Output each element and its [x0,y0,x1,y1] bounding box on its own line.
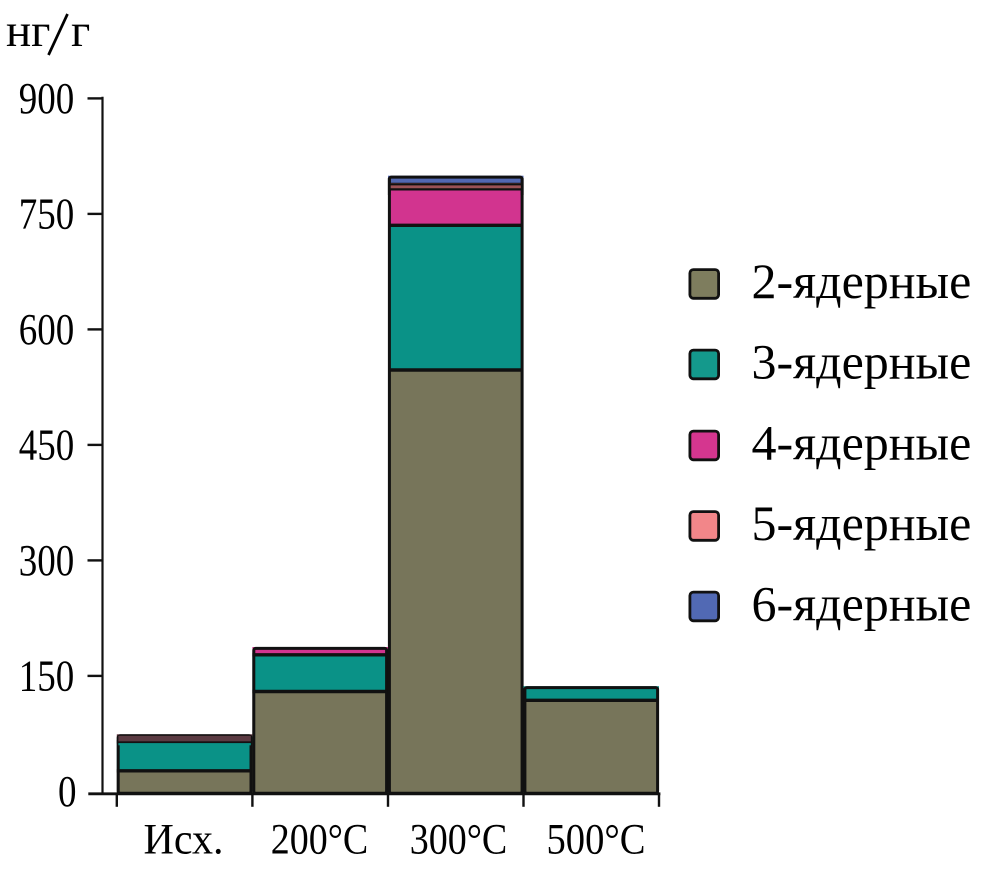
svg-text:900: 900 [19,74,75,123]
svg-text:4-ядерные: 4-ядерные [752,415,972,471]
svg-text:3-ядерные: 3-ядерные [752,334,972,390]
svg-text:2-ядерные: 2-ядерные [752,253,972,309]
svg-text:6-ядерные: 6-ядерные [752,576,972,632]
svg-text:150: 150 [19,652,75,701]
svg-text:300: 300 [19,536,75,585]
svg-text:200°C: 200°C [271,817,369,864]
svg-text:нг: нг [6,5,50,57]
svg-text:500°C: 500°C [547,817,646,864]
svg-text:5-ядерные: 5-ядерные [752,495,972,551]
svg-text:450: 450 [19,421,75,470]
svg-text:0: 0 [58,767,77,816]
svg-text:г: г [71,5,90,57]
svg-text:Исх.: Исх. [144,817,224,864]
svg-text:300°C: 300°C [410,817,508,864]
svg-text:750: 750 [19,190,75,239]
svg-text:600: 600 [19,305,75,354]
